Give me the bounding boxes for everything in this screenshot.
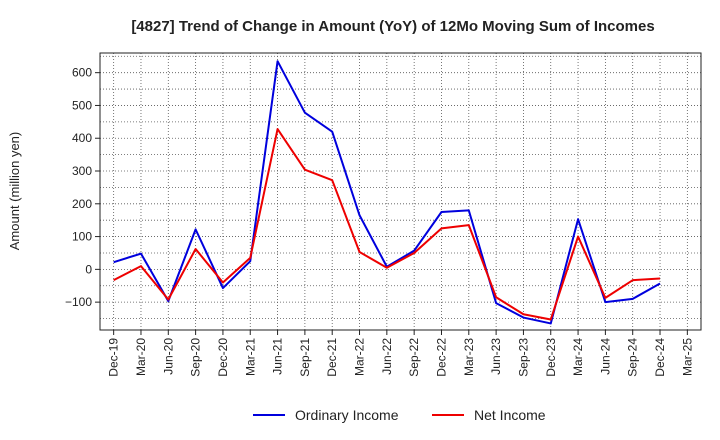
y-tick-label: 100 — [72, 230, 92, 244]
y-axis: −100 0 100 200 300 400 500 600 — [65, 66, 100, 309]
x-tick-label: Sep-23 — [516, 338, 530, 377]
x-tick-label: Dec-22 — [434, 338, 448, 377]
x-tick-label: Mar-22 — [353, 338, 367, 376]
x-tick-label: Jun-22 — [380, 338, 394, 375]
x-tick-label: Dec-23 — [544, 338, 558, 377]
y-tick-label: 200 — [72, 197, 92, 211]
y-tick-label: −100 — [65, 295, 92, 309]
x-tick-label: Jun-20 — [161, 338, 175, 375]
legend-label-ordinary-income: Ordinary Income — [295, 407, 399, 423]
x-tick-label: Dec-24 — [653, 338, 667, 377]
x-tick-label: Sep-21 — [298, 338, 312, 377]
x-tick-label: Jun-21 — [271, 338, 285, 375]
x-tick-label: Mar-23 — [462, 338, 476, 376]
plot-area-frame — [99, 52, 702, 331]
x-tick-label: Mar-21 — [243, 338, 257, 376]
series-group — [113, 60, 661, 325]
legend: Ordinary Income Net Income — [253, 407, 546, 423]
chart-title: [4827] Trend of Change in Amount (YoY) o… — [131, 18, 654, 35]
y-tick-label: 400 — [72, 131, 92, 145]
grid — [100, 53, 701, 330]
x-tick-label: Sep-20 — [189, 338, 203, 377]
y-tick-label: 600 — [72, 66, 92, 80]
y-tick-label: 0 — [85, 262, 92, 276]
x-tick-label: Jun-24 — [598, 338, 612, 375]
x-tick-label: Mar-24 — [571, 338, 585, 376]
x-tick-label: Sep-24 — [626, 338, 640, 377]
x-tick-label: Dec-20 — [216, 338, 230, 377]
series-line-net-income — [113, 128, 661, 321]
x-tick-label: Dec-21 — [325, 338, 339, 377]
y-tick-label: 500 — [72, 98, 92, 112]
y-tick-label: 300 — [72, 164, 92, 178]
x-tick-label: Mar-20 — [134, 338, 148, 376]
x-tick-label: Sep-22 — [407, 338, 421, 377]
x-tick-label: Dec-19 — [107, 338, 121, 377]
x-tick-label: Jun-23 — [489, 338, 503, 375]
legend-label-net-income: Net Income — [474, 407, 546, 423]
x-axis: Dec-19 Mar-20 Jun-20 Sep-20 Dec-20 Mar-21 Jun-… — [107, 330, 694, 377]
x-tick-label: Mar-25 — [680, 338, 694, 376]
y-axis-label: Amount (million yen) — [7, 132, 22, 251]
